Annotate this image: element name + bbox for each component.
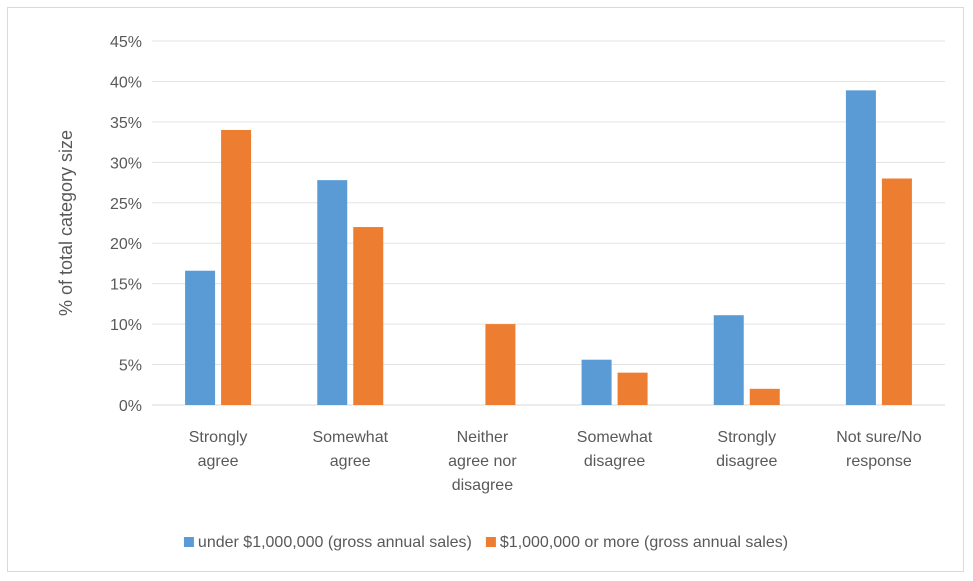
y-tick-label: 35%: [110, 115, 142, 132]
bar: [617, 372, 648, 405]
bar: [185, 270, 216, 405]
bars: [185, 90, 912, 405]
x-category-label: disagree: [452, 477, 513, 494]
y-tick-label: 10%: [110, 317, 142, 334]
x-category-label: agree: [330, 453, 371, 470]
bar: [881, 178, 912, 405]
bar: [221, 129, 252, 405]
x-category-label: Neither: [457, 429, 509, 446]
y-tick-label: 40%: [110, 74, 142, 91]
y-tick-label: 15%: [110, 277, 142, 294]
x-category-label: Not sure/No: [836, 429, 921, 446]
bar: [317, 180, 348, 405]
x-category-label: agree: [198, 453, 239, 470]
bar: [713, 315, 744, 405]
bar: [749, 388, 780, 405]
legend-swatch: [485, 537, 496, 547]
chart-frame: [7, 7, 964, 572]
y-axis-ticks: 0% 5% 10% 15% 20% 25% 30% 35% 40% 45%: [110, 34, 142, 415]
x-category-label: agree nor: [448, 453, 517, 470]
bar: [485, 324, 516, 405]
bar: [581, 359, 612, 405]
legend: under $1,000,000 (gross annual sales) $1,…: [183, 534, 788, 551]
x-axis-categories: Strongly agree Somewhat agree Neither agree n…: [189, 429, 922, 494]
x-category-label: Strongly: [717, 429, 776, 446]
bar: [845, 90, 876, 405]
bar: [353, 227, 384, 405]
y-tick-label: 30%: [110, 155, 142, 172]
gridlines: [152, 40, 945, 406]
x-category-label: Somewhat: [312, 429, 388, 446]
legend-swatch: [183, 537, 194, 547]
y-tick-label: 0%: [119, 398, 142, 415]
x-category-label: Somewhat: [577, 429, 653, 446]
legend-label: $1,000,000 or more (gross annual sales): [500, 534, 788, 551]
legend-label: under $1,000,000 (gross annual sales): [198, 534, 472, 551]
y-tick-label: 5%: [119, 358, 142, 375]
y-tick-label: 20%: [110, 236, 142, 253]
x-category-label: disagree: [584, 453, 645, 470]
x-category-label: disagree: [716, 453, 777, 470]
y-tick-label: 45%: [110, 34, 142, 51]
y-tick-label: 25%: [110, 196, 142, 213]
x-category-label: Strongly: [189, 429, 248, 446]
y-axis-title: % of total category size: [56, 130, 76, 316]
x-category-label: response: [846, 453, 912, 470]
